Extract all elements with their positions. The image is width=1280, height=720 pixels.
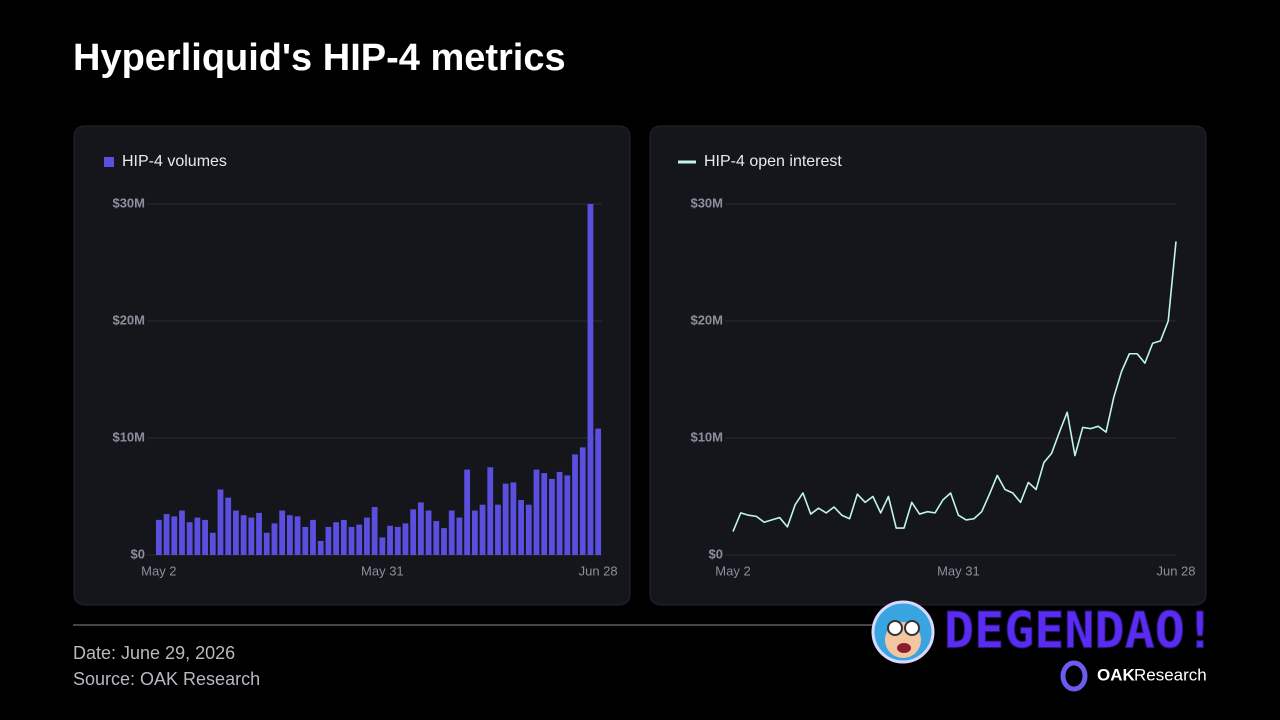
bar [209,532,216,555]
avatar-mouth [897,643,911,653]
bar [271,523,278,555]
bar [371,507,378,555]
bar [356,524,363,555]
bar [263,532,270,555]
x-tick-label: Jun 28 [1156,563,1195,578]
bar [464,469,471,555]
bar [433,521,440,555]
bar [441,528,447,555]
x-tick-label: May 2 [141,563,176,578]
footer-date: Date: June 29, 2026 [73,643,235,663]
bar [248,517,255,555]
bar [425,510,432,555]
bar [202,519,208,555]
legend-swatch [104,157,114,167]
bar [302,526,309,555]
bar [510,482,517,555]
y-tick-label: $10M [112,429,145,444]
x-tick-label: Jun 28 [579,563,618,578]
bar [595,428,602,555]
bar [379,537,386,555]
bar [286,515,293,555]
x-tick-label: May 2 [715,563,750,578]
y-tick-label: $20M [112,312,145,327]
bar [448,510,455,555]
bar [163,514,170,555]
x-tick-label: May 31 [361,563,404,578]
bar [333,522,340,555]
bar [294,516,301,555]
bar [587,204,594,555]
bar [194,517,201,555]
bar [518,500,524,555]
avatar-eye [904,620,920,636]
oak-brand: OAK [1097,665,1136,684]
bar [225,497,232,555]
y-tick-label: $30M [690,195,723,210]
y-tick-label: $30M [112,195,145,210]
oak-logo: OAK Research [1060,660,1207,692]
bar [217,489,224,555]
bar [525,504,532,555]
bar [402,523,409,555]
bar [456,517,463,555]
bar [417,502,424,555]
avatar-eye [887,620,903,636]
bar [572,454,578,555]
y-tick-label: $20M [690,312,723,327]
bar [487,467,494,555]
footer-source: Source: OAK Research [73,669,260,689]
bar [549,478,555,555]
legend-label: HIP-4 volumes [122,153,227,170]
oak-research: Research [1134,665,1207,684]
bar [479,504,486,555]
bar [410,509,417,555]
bar [364,517,370,555]
x-tick-label: May 31 [937,563,980,578]
degendao-logo: DEGENDAO! [871,600,1215,664]
y-tick-label: $10M [690,429,723,444]
bar [495,504,501,555]
y-tick-label: $0 [709,546,723,561]
bar [471,510,478,555]
bar [564,475,571,555]
bar [387,525,393,555]
bar [310,519,316,555]
y-tick-label: $0 [131,546,145,561]
bar [556,471,563,555]
bar [171,516,178,555]
bar [233,510,239,555]
oak-icon [1060,660,1088,692]
bar [325,526,332,555]
page-title: Hyperliquid's HIP-4 metrics [73,37,566,79]
bar [533,469,540,555]
bar [240,515,247,555]
bar [179,510,185,555]
legend-label: HIP-4 open interest [704,153,842,170]
line [732,241,1177,532]
bar [502,483,509,555]
chart-panel [649,125,1207,606]
bar [579,447,586,555]
bar [256,512,262,555]
bar [541,473,548,555]
bar [279,510,286,555]
bar [348,526,355,555]
degendao-wordmark: DEGENDAO! [944,602,1215,660]
bar [155,519,162,555]
bar [340,519,347,555]
bar [186,522,193,555]
bar [317,540,324,555]
bar [394,526,401,555]
